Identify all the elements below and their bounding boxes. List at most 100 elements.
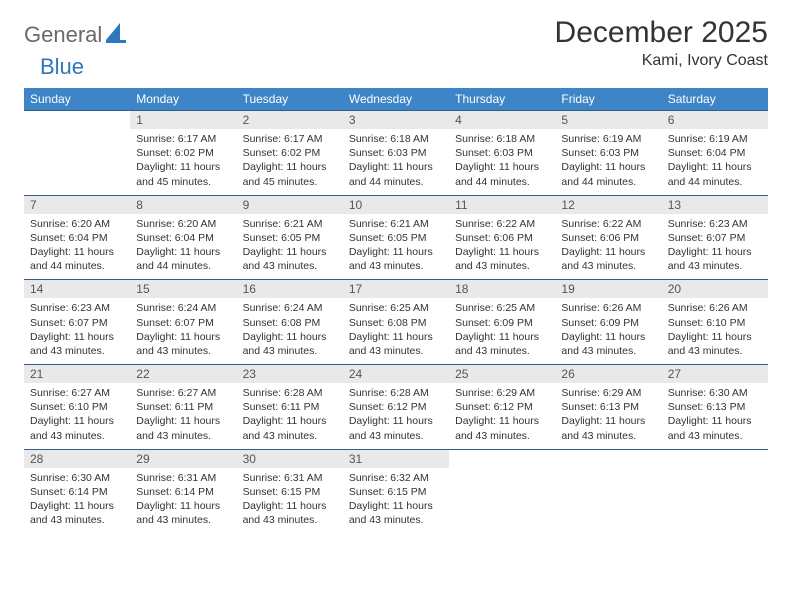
month-title: December 2025 (555, 16, 768, 50)
day-info: Sunrise: 6:18 AMSunset: 6:03 PMDaylight:… (449, 129, 555, 195)
day-info: Sunrise: 6:20 AMSunset: 6:04 PMDaylight:… (130, 214, 236, 280)
day-cell: 22Sunrise: 6:27 AMSunset: 6:11 PMDayligh… (130, 365, 236, 450)
day-info: Sunrise: 6:32 AMSunset: 6:15 PMDaylight:… (343, 468, 449, 534)
day-info: Sunrise: 6:24 AMSunset: 6:07 PMDaylight:… (130, 298, 236, 364)
day-cell: 17Sunrise: 6:25 AMSunset: 6:08 PMDayligh… (343, 280, 449, 365)
logo-sail-icon (106, 23, 128, 48)
weekday-header: Monday (130, 88, 236, 111)
day-number: 24 (343, 365, 449, 383)
day-cell: 5Sunrise: 6:19 AMSunset: 6:03 PMDaylight… (555, 111, 661, 196)
day-info: Sunrise: 6:21 AMSunset: 6:05 PMDaylight:… (237, 214, 343, 280)
calendar-table: SundayMondayTuesdayWednesdayThursdayFrid… (24, 88, 768, 533)
day-cell: 2Sunrise: 6:17 AMSunset: 6:02 PMDaylight… (237, 111, 343, 196)
weekday-header: Friday (555, 88, 661, 111)
weekday-header: Wednesday (343, 88, 449, 111)
calendar-row: 14Sunrise: 6:23 AMSunset: 6:07 PMDayligh… (24, 280, 768, 365)
calendar-row: 7Sunrise: 6:20 AMSunset: 6:04 PMDaylight… (24, 195, 768, 280)
day-number: 19 (555, 280, 661, 298)
day-cell: 14Sunrise: 6:23 AMSunset: 6:07 PMDayligh… (24, 280, 130, 365)
day-cell: 16Sunrise: 6:24 AMSunset: 6:08 PMDayligh… (237, 280, 343, 365)
day-cell: 21Sunrise: 6:27 AMSunset: 6:10 PMDayligh… (24, 365, 130, 450)
day-info: Sunrise: 6:28 AMSunset: 6:12 PMDaylight:… (343, 383, 449, 449)
weekday-header: Thursday (449, 88, 555, 111)
day-info: Sunrise: 6:27 AMSunset: 6:11 PMDaylight:… (130, 383, 236, 449)
day-info: Sunrise: 6:19 AMSunset: 6:04 PMDaylight:… (662, 129, 768, 195)
day-number: 11 (449, 196, 555, 214)
empty-cell (449, 449, 555, 533)
day-info: Sunrise: 6:24 AMSunset: 6:08 PMDaylight:… (237, 298, 343, 364)
day-number: 23 (237, 365, 343, 383)
day-number: 17 (343, 280, 449, 298)
day-number: 4 (449, 111, 555, 129)
day-cell: 30Sunrise: 6:31 AMSunset: 6:15 PMDayligh… (237, 449, 343, 533)
day-cell: 9Sunrise: 6:21 AMSunset: 6:05 PMDaylight… (237, 195, 343, 280)
day-info: Sunrise: 6:23 AMSunset: 6:07 PMDaylight:… (24, 298, 130, 364)
day-cell: 23Sunrise: 6:28 AMSunset: 6:11 PMDayligh… (237, 365, 343, 450)
day-info: Sunrise: 6:17 AMSunset: 6:02 PMDaylight:… (237, 129, 343, 195)
day-number: 5 (555, 111, 661, 129)
calendar-row: 21Sunrise: 6:27 AMSunset: 6:10 PMDayligh… (24, 365, 768, 450)
day-info: Sunrise: 6:29 AMSunset: 6:13 PMDaylight:… (555, 383, 661, 449)
day-cell: 13Sunrise: 6:23 AMSunset: 6:07 PMDayligh… (662, 195, 768, 280)
calendar-row: 28Sunrise: 6:30 AMSunset: 6:14 PMDayligh… (24, 449, 768, 533)
day-number: 25 (449, 365, 555, 383)
empty-cell (24, 111, 130, 196)
day-number: 12 (555, 196, 661, 214)
weekday-header: Sunday (24, 88, 130, 111)
empty-cell (555, 449, 661, 533)
calendar-row: 1Sunrise: 6:17 AMSunset: 6:02 PMDaylight… (24, 111, 768, 196)
calendar-body: 1Sunrise: 6:17 AMSunset: 6:02 PMDaylight… (24, 111, 768, 534)
day-info: Sunrise: 6:31 AMSunset: 6:14 PMDaylight:… (130, 468, 236, 534)
day-number: 20 (662, 280, 768, 298)
day-cell: 29Sunrise: 6:31 AMSunset: 6:14 PMDayligh… (130, 449, 236, 533)
day-info: Sunrise: 6:22 AMSunset: 6:06 PMDaylight:… (449, 214, 555, 280)
day-cell: 25Sunrise: 6:29 AMSunset: 6:12 PMDayligh… (449, 365, 555, 450)
day-number: 3 (343, 111, 449, 129)
day-number: 28 (24, 450, 130, 468)
day-cell: 19Sunrise: 6:26 AMSunset: 6:09 PMDayligh… (555, 280, 661, 365)
day-info: Sunrise: 6:31 AMSunset: 6:15 PMDaylight:… (237, 468, 343, 534)
weekday-header: Tuesday (237, 88, 343, 111)
day-number: 13 (662, 196, 768, 214)
day-cell: 20Sunrise: 6:26 AMSunset: 6:10 PMDayligh… (662, 280, 768, 365)
logo: General (24, 16, 130, 48)
day-number: 26 (555, 365, 661, 383)
day-cell: 18Sunrise: 6:25 AMSunset: 6:09 PMDayligh… (449, 280, 555, 365)
logo-text-blue: Blue (40, 54, 84, 79)
day-number: 30 (237, 450, 343, 468)
day-info: Sunrise: 6:21 AMSunset: 6:05 PMDaylight:… (343, 214, 449, 280)
weekday-header: Saturday (662, 88, 768, 111)
day-number: 22 (130, 365, 236, 383)
day-info: Sunrise: 6:25 AMSunset: 6:08 PMDaylight:… (343, 298, 449, 364)
day-info: Sunrise: 6:22 AMSunset: 6:06 PMDaylight:… (555, 214, 661, 280)
day-cell: 26Sunrise: 6:29 AMSunset: 6:13 PMDayligh… (555, 365, 661, 450)
day-info: Sunrise: 6:26 AMSunset: 6:10 PMDaylight:… (662, 298, 768, 364)
day-cell: 11Sunrise: 6:22 AMSunset: 6:06 PMDayligh… (449, 195, 555, 280)
day-number: 7 (24, 196, 130, 214)
day-cell: 31Sunrise: 6:32 AMSunset: 6:15 PMDayligh… (343, 449, 449, 533)
day-number: 2 (237, 111, 343, 129)
day-number: 1 (130, 111, 236, 129)
day-number: 29 (130, 450, 236, 468)
day-cell: 6Sunrise: 6:19 AMSunset: 6:04 PMDaylight… (662, 111, 768, 196)
day-info: Sunrise: 6:19 AMSunset: 6:03 PMDaylight:… (555, 129, 661, 195)
day-cell: 28Sunrise: 6:30 AMSunset: 6:14 PMDayligh… (24, 449, 130, 533)
day-cell: 4Sunrise: 6:18 AMSunset: 6:03 PMDaylight… (449, 111, 555, 196)
day-cell: 10Sunrise: 6:21 AMSunset: 6:05 PMDayligh… (343, 195, 449, 280)
day-number: 9 (237, 196, 343, 214)
day-info: Sunrise: 6:23 AMSunset: 6:07 PMDaylight:… (662, 214, 768, 280)
weekday-header-row: SundayMondayTuesdayWednesdayThursdayFrid… (24, 88, 768, 111)
day-number: 15 (130, 280, 236, 298)
day-number: 8 (130, 196, 236, 214)
day-info: Sunrise: 6:29 AMSunset: 6:12 PMDaylight:… (449, 383, 555, 449)
day-cell: 8Sunrise: 6:20 AMSunset: 6:04 PMDaylight… (130, 195, 236, 280)
day-cell: 24Sunrise: 6:28 AMSunset: 6:12 PMDayligh… (343, 365, 449, 450)
logo-text-general: General (24, 22, 102, 48)
day-number: 14 (24, 280, 130, 298)
day-cell: 1Sunrise: 6:17 AMSunset: 6:02 PMDaylight… (130, 111, 236, 196)
day-info: Sunrise: 6:25 AMSunset: 6:09 PMDaylight:… (449, 298, 555, 364)
day-info: Sunrise: 6:30 AMSunset: 6:14 PMDaylight:… (24, 468, 130, 534)
day-info: Sunrise: 6:27 AMSunset: 6:10 PMDaylight:… (24, 383, 130, 449)
day-cell: 7Sunrise: 6:20 AMSunset: 6:04 PMDaylight… (24, 195, 130, 280)
day-number: 21 (24, 365, 130, 383)
